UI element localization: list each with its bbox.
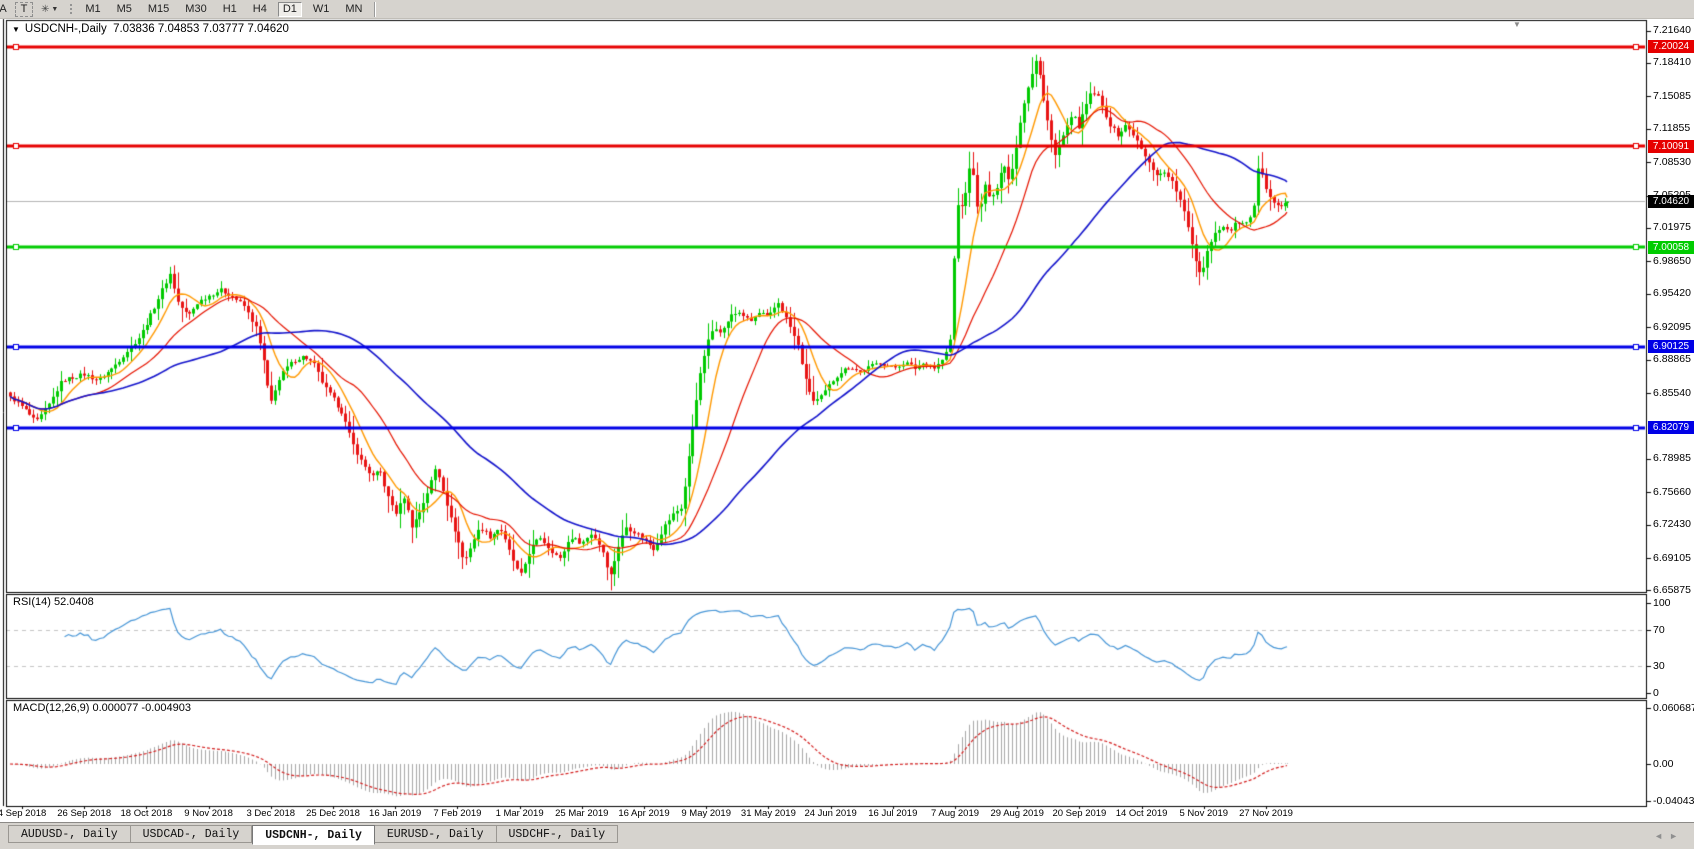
text-tool-button[interactable]: T <box>15 1 33 17</box>
timeframe-button-m15[interactable]: M15 <box>147 3 170 15</box>
tab-eurusd[interactable]: EURUSD-, Daily <box>374 825 497 843</box>
chart-plot[interactable] <box>0 18 1694 822</box>
timeframe-button-mn[interactable]: MN <box>345 3 363 15</box>
chevron-down-icon: ▼ <box>51 5 59 13</box>
format-icon: ✳ <box>41 3 50 15</box>
chart-tab-bar: AUDUSD-, Daily USDCAD-, Daily USDCNH-, Dai… <box>0 822 1694 849</box>
tab-audusd[interactable]: AUDUSD-, Daily <box>8 825 131 843</box>
tab-usdchf[interactable]: USDCHF-, Daily <box>496 825 619 843</box>
cursor-tool-button[interactable]: A <box>0 3 7 15</box>
timeframe-button-group: M1 M5 M15 M30 H1 H4 D1 W1 MN <box>80 1 367 17</box>
timeframe-button-w1[interactable]: W1 <box>312 3 330 15</box>
toolbar-grip <box>69 2 75 16</box>
tab-scroll-right-icon[interactable]: ► <box>1669 831 1684 841</box>
timeframe-button-d1[interactable]: D1 <box>277 1 302 17</box>
tab-usdcad[interactable]: USDCAD-, Daily <box>130 825 253 843</box>
format-tool-button[interactable]: ✳ ▼ <box>36 2 63 17</box>
timeframe-button-m30[interactable]: M30 <box>185 3 207 15</box>
timeframe-button-h1[interactable]: H1 <box>222 3 237 15</box>
tab-usdcnh[interactable]: USDCNH-, Daily <box>252 825 375 845</box>
toolbar-separator <box>373 1 376 17</box>
timeframe-button-m5[interactable]: M5 <box>116 3 132 15</box>
timeframe-button-m1[interactable]: M1 <box>85 3 101 15</box>
timeframe-button-h4[interactable]: H4 <box>252 3 267 15</box>
tab-scroll-left-icon[interactable]: ◄ <box>1654 831 1670 841</box>
top-toolbar: A T ✳ ▼ M1 M5 M15 M30 H1 H4 D1 W1 MN <box>0 0 1694 19</box>
